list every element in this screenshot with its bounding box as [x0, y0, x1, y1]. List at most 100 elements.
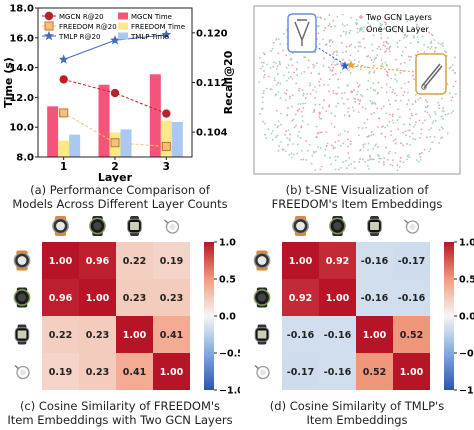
- tsne-point-two-layers: [408, 55, 411, 58]
- tsne-point-one-layer: [412, 34, 415, 37]
- heatmap-cell-d-0-0: [282, 242, 319, 279]
- tsne-point-two-layers: [272, 65, 275, 68]
- tsne-point-two-layers: [437, 42, 440, 45]
- tsne-point-one-layer: [261, 96, 264, 99]
- tsne-point-two-layers: [361, 64, 364, 67]
- legend-dot: [359, 27, 363, 31]
- tsne-point-one-layer: [390, 17, 393, 19]
- tsne-point-two-layers: [357, 85, 360, 88]
- tsne-point-two-layers: [364, 46, 366, 49]
- xtick-label: 1: [60, 161, 67, 173]
- heatmap-cell-d-2-1: [319, 316, 356, 353]
- tsne-point-two-layers: [285, 89, 288, 92]
- tsne-point-one-layer: [408, 156, 411, 159]
- tsne-point-two-layers: [291, 105, 293, 108]
- colorbar-tick-label: −0.5: [219, 349, 240, 360]
- tsne-point-one-layer: [328, 66, 331, 69]
- tsne-point-one-layer: [441, 44, 444, 47]
- tsne-point-two-layers: [332, 73, 335, 76]
- tsne-point-one-layer: [295, 68, 298, 71]
- marker-freedom-r-20-1: [110, 138, 120, 148]
- tsne-point-two-layers: [371, 49, 374, 52]
- tsne-point-two-layers: [261, 65, 264, 68]
- bar-mgcn-time-1: [98, 84, 110, 157]
- tsne-point-one-layer: [424, 110, 427, 113]
- tsne-point-one-layer: [264, 133, 266, 136]
- legend-label: FREEDOM Time: [131, 23, 185, 31]
- heatmap-value-d-3-2: 0.52: [363, 367, 386, 378]
- marker-freedom-r-20-2: [161, 141, 171, 151]
- tsne-point-two-layers: [316, 132, 319, 135]
- dark-watch-icon: [329, 216, 346, 236]
- tsne-point-one-layer: [368, 72, 371, 75]
- tsne-point-two-layers: [385, 146, 388, 149]
- tsne-point-two-layers: [376, 146, 379, 148]
- tsne-point-one-layer: [367, 22, 369, 24]
- ytick-right-label: 0.120: [196, 28, 228, 39]
- tsne-point-one-layer: [407, 29, 410, 32]
- tsne-point-two-layers: [417, 50, 419, 53]
- tsne-point-one-layer: [353, 59, 356, 61]
- tsne-point-two-layers: [397, 108, 400, 111]
- tsne-point-one-layer: [314, 51, 317, 54]
- legend-label: MGCN R@20: [59, 13, 104, 21]
- legend-label: MGCN Time: [131, 13, 172, 21]
- colorbar-tick-label: −0.5: [459, 349, 474, 360]
- tsne-point-two-layers: [285, 93, 288, 95]
- tsne-point-one-layer: [275, 136, 277, 138]
- watch-screen: [17, 330, 27, 339]
- tsne-point-two-layers: [332, 52, 334, 55]
- tsne-point-two-layers: [400, 87, 403, 90]
- tsne-point-two-layers: [407, 99, 410, 102]
- tsne-point-two-layers: [379, 48, 382, 51]
- tsne-point-one-layer: [337, 86, 340, 89]
- tsne-point-one-layer: [442, 42, 444, 45]
- bar-freedom-time-2: [160, 120, 172, 157]
- ytick-left-label: 8.0: [16, 153, 34, 164]
- tsne-point-one-layer: [417, 26, 420, 28]
- tsne-point-one-layer: [342, 161, 344, 163]
- tsne-point-one-layer: [362, 30, 365, 33]
- legend-b: Two GCN Layers One GCN Layer: [359, 12, 432, 34]
- tsne-point-one-layer: [437, 101, 440, 104]
- heatmap-value-d-1-1: 1.00: [326, 293, 350, 304]
- colorbar-tick-label: 0.5: [459, 275, 474, 286]
- tsne-point-two-layers: [347, 152, 350, 154]
- tsne-point-two-layers: [304, 97, 307, 100]
- tsne-point-two-layers: [319, 131, 322, 134]
- ytick-left-label: 16.0: [9, 33, 34, 44]
- tsne-point-two-layers: [376, 17, 379, 20]
- tsne-point-two-layers: [376, 107, 378, 110]
- marker-mgcn-r-20-2: [162, 109, 171, 118]
- tsne-point-one-layer: [421, 122, 424, 124]
- tsne-point-one-layer: [421, 35, 424, 38]
- tsne-point-one-layer: [339, 72, 342, 74]
- watch-dial: [18, 293, 26, 302]
- tsne-point-one-layer: [430, 42, 432, 45]
- tsne-point-one-layer: [373, 158, 375, 161]
- tsne-point-one-layer: [314, 85, 316, 88]
- heatmap-cell-c-1-0: [42, 279, 79, 316]
- tsne-point-one-layer: [400, 142, 403, 145]
- tsne-point-two-layers: [423, 119, 426, 122]
- tsne-point-one-layer: [275, 67, 278, 70]
- tsne-point-two-layers: [370, 59, 373, 62]
- tsne-point-one-layer: [277, 120, 280, 123]
- tsne-point-one-layer: [334, 147, 336, 149]
- tsne-point-two-layers: [428, 114, 431, 117]
- tsne-point-two-layers: [320, 131, 323, 134]
- tsne-point-two-layers: [263, 53, 266, 56]
- tsne-point-one-layer: [376, 47, 379, 50]
- tsne-point-one-layer: [415, 159, 418, 161]
- tsne-point-one-layer: [362, 146, 365, 148]
- heatmap-cell-d-3-1: [319, 353, 356, 390]
- tsne-point-two-layers: [394, 138, 397, 141]
- tsne-point-one-layer: [406, 155, 409, 157]
- tsne-point-two-layers: [342, 58, 344, 61]
- tsne-point-two-layers: [328, 39, 331, 42]
- tsne-point-two-layers: [434, 46, 437, 49]
- tsne-point-one-layer: [287, 77, 290, 80]
- tsne-point-one-layer: [376, 54, 379, 57]
- heatmap-cell-c-1-2: [116, 279, 153, 316]
- tsne-point-two-layers: [327, 90, 330, 93]
